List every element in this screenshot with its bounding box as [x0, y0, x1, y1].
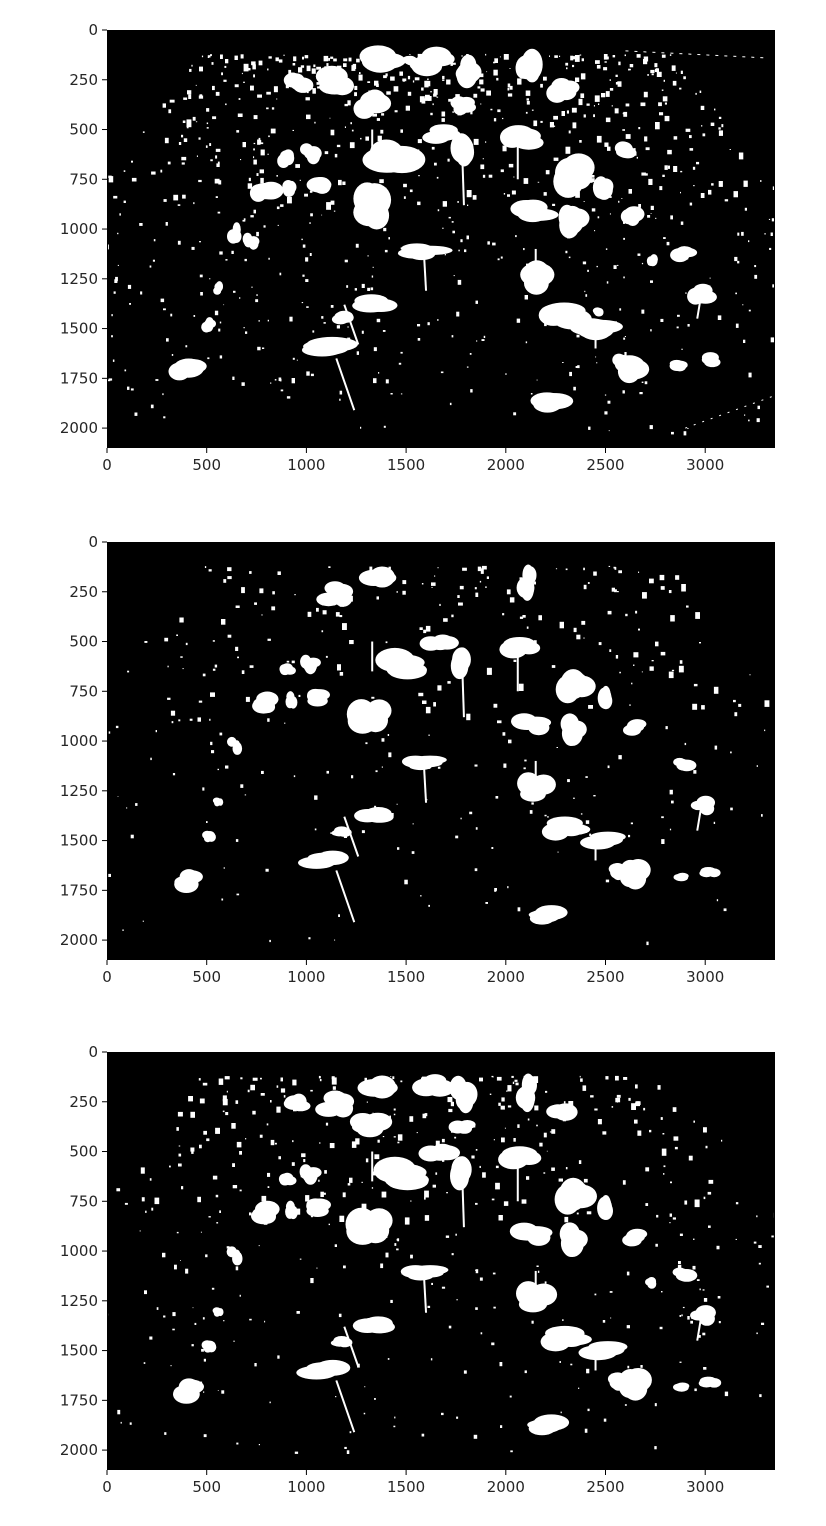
mask-image-background [107, 1052, 775, 1470]
y-tick-label: 750 [69, 682, 98, 700]
y-tick-label: 1250 [60, 1292, 98, 1310]
x-tick-label: 1500 [387, 1478, 425, 1496]
x-tick-label: 0 [102, 968, 112, 986]
panel-2: 0 500 1000 1500 2000 2500 3000 0 250 500 750 1000 12… [60, 533, 775, 986]
x-tick-label: 500 [192, 456, 221, 474]
y-tick-label: 0 [88, 1043, 98, 1061]
x-tick-label: 0 [102, 456, 112, 474]
y-tick-label: 0 [88, 21, 98, 39]
y-tick-label: 1750 [60, 1391, 98, 1409]
y-tick-label: 750 [69, 1192, 98, 1210]
mask-image-background [107, 542, 775, 960]
x-tick-label: 2000 [487, 968, 525, 986]
x-tick-label: 1000 [287, 456, 325, 474]
mask-image [107, 1073, 775, 1454]
y-tick-label: 1750 [60, 369, 98, 387]
y-tick-label: 250 [69, 1093, 98, 1111]
y-tick-label: 0 [88, 533, 98, 551]
x-tick-label: 500 [192, 1478, 221, 1496]
x-tick-label: 2500 [586, 968, 624, 986]
x-tick-label: 500 [192, 968, 221, 986]
y-tick-label: 2000 [60, 931, 98, 949]
y-tick-label: 1500 [60, 832, 98, 850]
y-tick-label: 1500 [60, 320, 98, 338]
x-tick-label: 1500 [387, 456, 425, 474]
y-tick-label: 500 [69, 1143, 98, 1161]
y-tick-label: 2000 [60, 1441, 98, 1459]
y-tick-label: 500 [69, 633, 98, 651]
x-tick-label: 2000 [487, 1478, 525, 1496]
x-tick-label: 1000 [287, 968, 325, 986]
axes-frame [107, 1052, 775, 1470]
axes-frame [107, 30, 775, 448]
x-tick-label: 2000 [487, 456, 525, 474]
mask-image [107, 45, 775, 436]
y-tick-label: 1250 [60, 270, 98, 288]
x-tick-label: 2500 [586, 456, 624, 474]
axes-frame [107, 542, 775, 960]
x-tick-label: 3000 [686, 1478, 724, 1496]
panel-1: 0 500 1000 1500 2000 2500 3000 0 250 500 750 1000 12… [60, 21, 775, 474]
x-tick-label: 3000 [686, 456, 724, 474]
y-tick-label: 1000 [60, 732, 98, 750]
x-tick-label: 1500 [387, 968, 425, 986]
y-tick-label: 250 [69, 71, 98, 89]
panel-3: 0 500 1000 1500 2000 2500 3000 0 250 500 750 1000 12… [60, 1043, 775, 1496]
y-tick-label: 1250 [60, 782, 98, 800]
x-tick-label: 0 [102, 1478, 112, 1496]
y-tick-label: 1500 [60, 1342, 98, 1360]
y-tick-label: 2000 [60, 419, 98, 437]
x-tick-label: 2500 [586, 1478, 624, 1496]
y-tick-label: 750 [69, 170, 98, 188]
y-tick-label: 1000 [60, 1242, 98, 1260]
y-tick-label: 500 [69, 121, 98, 139]
x-tick-label: 3000 [686, 968, 724, 986]
y-tick-label: 1750 [60, 881, 98, 899]
y-tick-label: 250 [69, 583, 98, 601]
mask-image [107, 564, 770, 946]
y-tick-label: 1000 [60, 220, 98, 238]
mask-image-background [107, 30, 775, 448]
x-tick-label: 1000 [287, 1478, 325, 1496]
